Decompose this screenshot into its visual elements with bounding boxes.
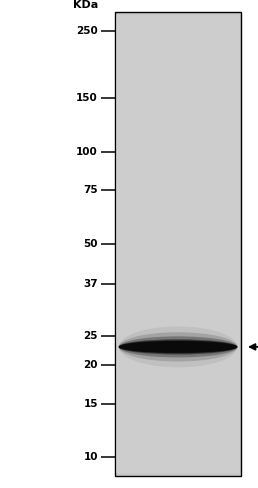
Text: 10: 10 xyxy=(84,452,98,462)
Text: 20: 20 xyxy=(84,361,98,370)
Text: 37: 37 xyxy=(83,279,98,289)
Ellipse shape xyxy=(119,339,237,354)
Ellipse shape xyxy=(119,341,237,353)
Text: 250: 250 xyxy=(76,26,98,36)
Ellipse shape xyxy=(119,326,237,367)
Ellipse shape xyxy=(119,341,237,353)
Text: 150: 150 xyxy=(76,93,98,103)
Bar xyxy=(115,12,241,476)
Text: 50: 50 xyxy=(84,239,98,249)
Text: 100: 100 xyxy=(76,147,98,157)
Text: 75: 75 xyxy=(83,185,98,195)
Text: 25: 25 xyxy=(84,331,98,341)
Bar xyxy=(116,15,240,473)
Text: KDa: KDa xyxy=(73,0,98,10)
Text: 15: 15 xyxy=(84,399,98,408)
Ellipse shape xyxy=(119,336,237,357)
Ellipse shape xyxy=(119,332,237,362)
